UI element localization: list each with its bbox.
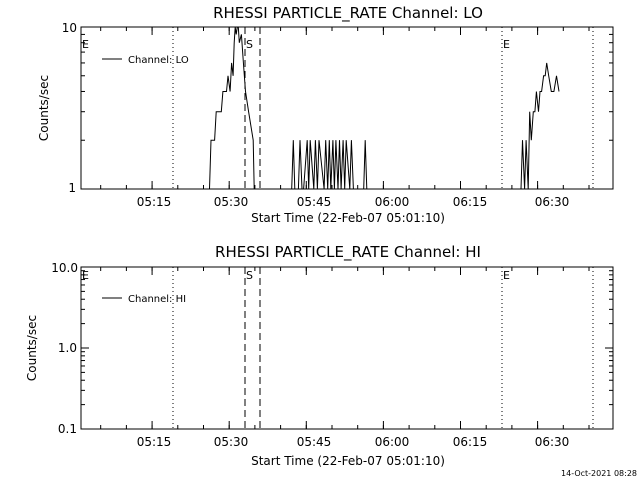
panel-lo-xlabel: Start Time (22-Feb-07 05:01:10) [251, 211, 445, 225]
panel-hi-xtick-label: 06:00 [375, 435, 410, 449]
panel-lo-frame [80, 26, 614, 190]
panel-hi-frame [80, 266, 614, 430]
panel-hi-xtick-label: 06:15 [453, 435, 488, 449]
panel-lo-ytick-label: 10 [62, 21, 77, 35]
panel-lo-legend-label: Channel: LO [128, 55, 189, 66]
panel-lo-xtick-label: 06:30 [535, 195, 570, 209]
panel-lo-xtick-label: 06:15 [453, 195, 488, 209]
panel-hi-ytick-label: 1.0 [58, 341, 77, 355]
timestamp: 14-Oct-2021 08:28 [561, 469, 637, 478]
panel-hi-xtick-label: 06:30 [535, 435, 570, 449]
panel-lo-ylabel: Counts/sec [37, 75, 51, 141]
panel-hi-ytick-label: 10.0 [51, 261, 78, 275]
panel-hi-event-mark: E [82, 269, 89, 282]
panel-hi-event-mark: S [246, 269, 253, 282]
panel-hi-event-mark: E [503, 269, 510, 282]
panel-hi-xtick-label: 05:30 [214, 435, 249, 449]
panel-hi-ytick-label: 0.1 [58, 422, 77, 436]
panel-lo: RHESSI PARTICLE_RATE Channel: LO E S E C… [37, 4, 614, 225]
panel-lo-series-line [209, 26, 560, 190]
panel-hi-title: RHESSI PARTICLE_RATE Channel: HI [215, 243, 481, 262]
panel-lo-xtick-label: 05:30 [214, 195, 249, 209]
panel-lo-title: RHESSI PARTICLE_RATE Channel: LO [213, 4, 483, 23]
panel-hi-legend-label: Channel: HI [128, 294, 186, 305]
panel-lo-event-mark: E [82, 38, 89, 51]
panel-lo-event-mark: S [246, 38, 253, 51]
panel-lo-ytick-label: 1 [68, 181, 76, 195]
panel-hi-ylabel: Counts/sec [25, 315, 39, 381]
panel-lo-xtick-label: 06:00 [375, 195, 410, 209]
panel-hi-xlabel: Start Time (22-Feb-07 05:01:10) [251, 454, 445, 468]
panel-lo-xtick-label: 05:15 [137, 195, 172, 209]
panel-lo-xtick-label: 05:45 [297, 195, 332, 209]
panel-hi-xtick-label: 05:15 [137, 435, 172, 449]
panel-hi: RHESSI PARTICLE_RATE Channel: HI E S E C… [25, 243, 614, 468]
panel-lo-event-mark: E [503, 38, 510, 51]
panel-hi-xtick-label: 05:45 [297, 435, 332, 449]
